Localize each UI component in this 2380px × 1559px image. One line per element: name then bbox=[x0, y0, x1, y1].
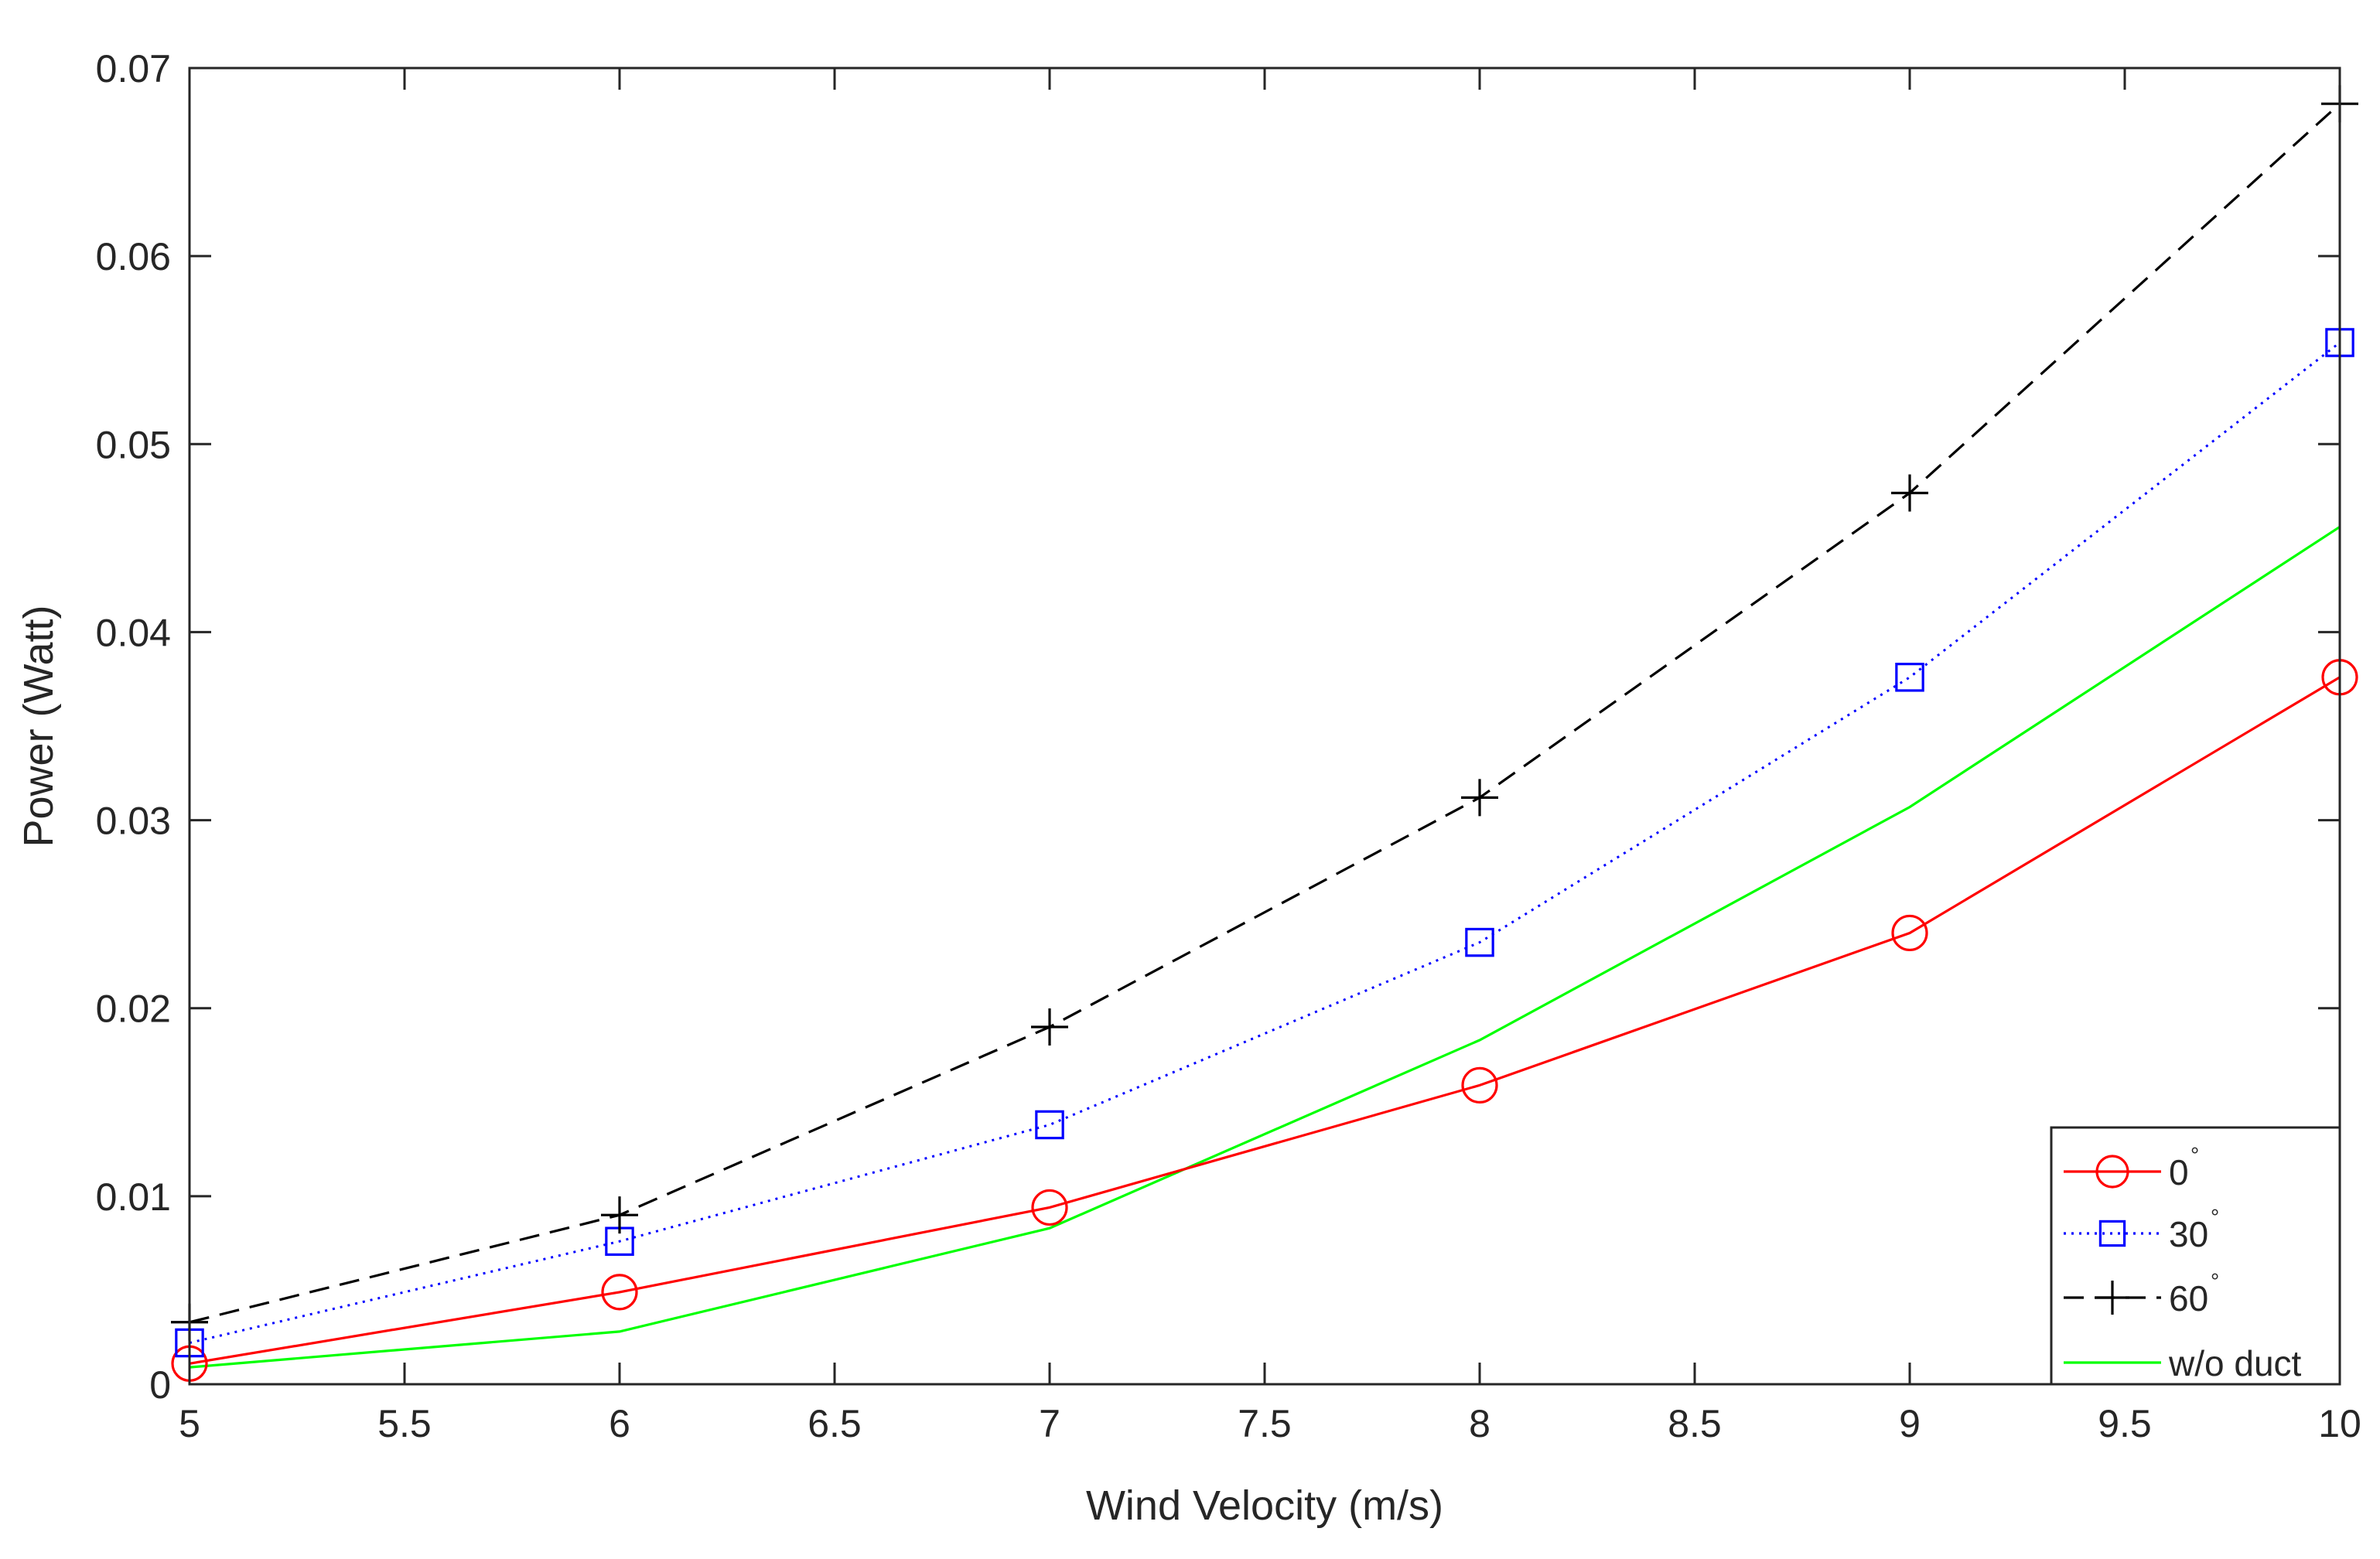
x-tick-label: 6 bbox=[609, 1402, 630, 1445]
data-point-marker bbox=[1031, 1008, 1068, 1046]
legend-item: 60 ° bbox=[2064, 1269, 2219, 1318]
legend-marker bbox=[2098, 1220, 2126, 1247]
data-point-marker bbox=[601, 1196, 638, 1234]
data-point-marker bbox=[1031, 1189, 1068, 1226]
x-tick-label: 10 bbox=[2318, 1402, 2361, 1445]
y-tick-label: 0 bbox=[149, 1363, 171, 1407]
series-w-o-duct bbox=[189, 525, 2341, 1369]
legend-label: 0 bbox=[2169, 1152, 2189, 1192]
legend-degree-symbol: ° bbox=[2211, 1205, 2219, 1229]
series-line bbox=[189, 676, 2341, 1365]
legend-marker bbox=[2095, 1281, 2129, 1315]
axis-ticks: 5 5.5 6 6.5 7 7.5 8 8.5 9 9.5 10 0 0.01 0.02 0.03 0.04 0… bbox=[96, 47, 2361, 1445]
legend-item: w/o duct bbox=[2064, 1343, 2302, 1383]
data-point-marker bbox=[1461, 1066, 1498, 1104]
series-line bbox=[189, 525, 2341, 1369]
y-tick-label: 0.01 bbox=[96, 1175, 171, 1219]
x-tick-label: 5.5 bbox=[377, 1402, 432, 1445]
data-point-marker bbox=[1035, 1110, 1064, 1140]
y-tick-label: 0.03 bbox=[96, 800, 171, 843]
x-tick-label: 6.5 bbox=[808, 1402, 862, 1445]
plot-series-layer bbox=[171, 85, 2358, 1382]
y-axis-title: Power (Watt) bbox=[15, 605, 62, 847]
legend-label: 60 bbox=[2169, 1278, 2208, 1318]
data-point-marker bbox=[1891, 914, 1928, 952]
y-tick-label: 0.02 bbox=[96, 988, 171, 1031]
legend-label: 30 bbox=[2169, 1214, 2208, 1254]
data-point-marker bbox=[1891, 474, 1928, 512]
legend-degree-symbol: ° bbox=[2190, 1143, 2199, 1167]
y-tick-label: 0.04 bbox=[96, 611, 171, 654]
series-line bbox=[189, 103, 2341, 1324]
data-point-marker bbox=[1895, 663, 1924, 692]
data-point-marker bbox=[1461, 779, 1498, 817]
legend-item: 30 ° bbox=[2064, 1205, 2219, 1254]
x-tick-label: 5 bbox=[179, 1402, 200, 1445]
x-tick-label: 9 bbox=[1899, 1402, 1921, 1445]
legend-marker bbox=[2095, 1155, 2129, 1189]
legend-label: w/o duct bbox=[2168, 1343, 2302, 1383]
y-tick-label: 0.07 bbox=[96, 47, 171, 90]
y-tick-label: 0.05 bbox=[96, 423, 171, 466]
data-point-marker bbox=[601, 1274, 638, 1311]
x-tick-label: 9.5 bbox=[2098, 1402, 2152, 1445]
series-line bbox=[189, 341, 2341, 1344]
x-tick-label: 7 bbox=[1039, 1402, 1060, 1445]
x-tick-label: 7.5 bbox=[1238, 1402, 1292, 1445]
legend-item: 0 ° bbox=[2064, 1143, 2199, 1192]
x-axis-title: Wind Velocity (m/s) bbox=[1086, 1482, 1443, 1529]
legend-degree-symbol: ° bbox=[2211, 1269, 2219, 1293]
x-tick-label: 8.5 bbox=[1668, 1402, 1722, 1445]
y-tick-label: 0.06 bbox=[96, 235, 171, 278]
legend: 0 °30 °60 °w/o duct bbox=[2050, 1126, 2341, 1386]
x-tick-label: 8 bbox=[1469, 1402, 1490, 1445]
data-point-marker bbox=[1465, 927, 1494, 957]
legend-box bbox=[2050, 1126, 2341, 1386]
